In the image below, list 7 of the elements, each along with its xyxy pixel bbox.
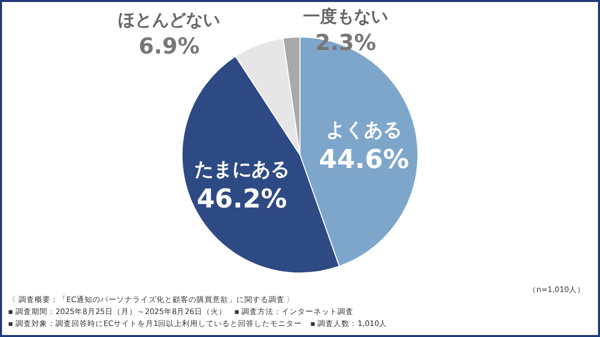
slice-label: ほとんどない — [118, 10, 220, 31]
data-label: 46.2% — [196, 184, 287, 215]
data-label: 6.9% — [138, 34, 200, 60]
slice-label: 一度もない — [303, 7, 388, 27]
slice-label: よくある — [326, 119, 402, 142]
slice-label: たまにある — [194, 158, 290, 181]
data-label: 44.6% — [318, 145, 410, 176]
